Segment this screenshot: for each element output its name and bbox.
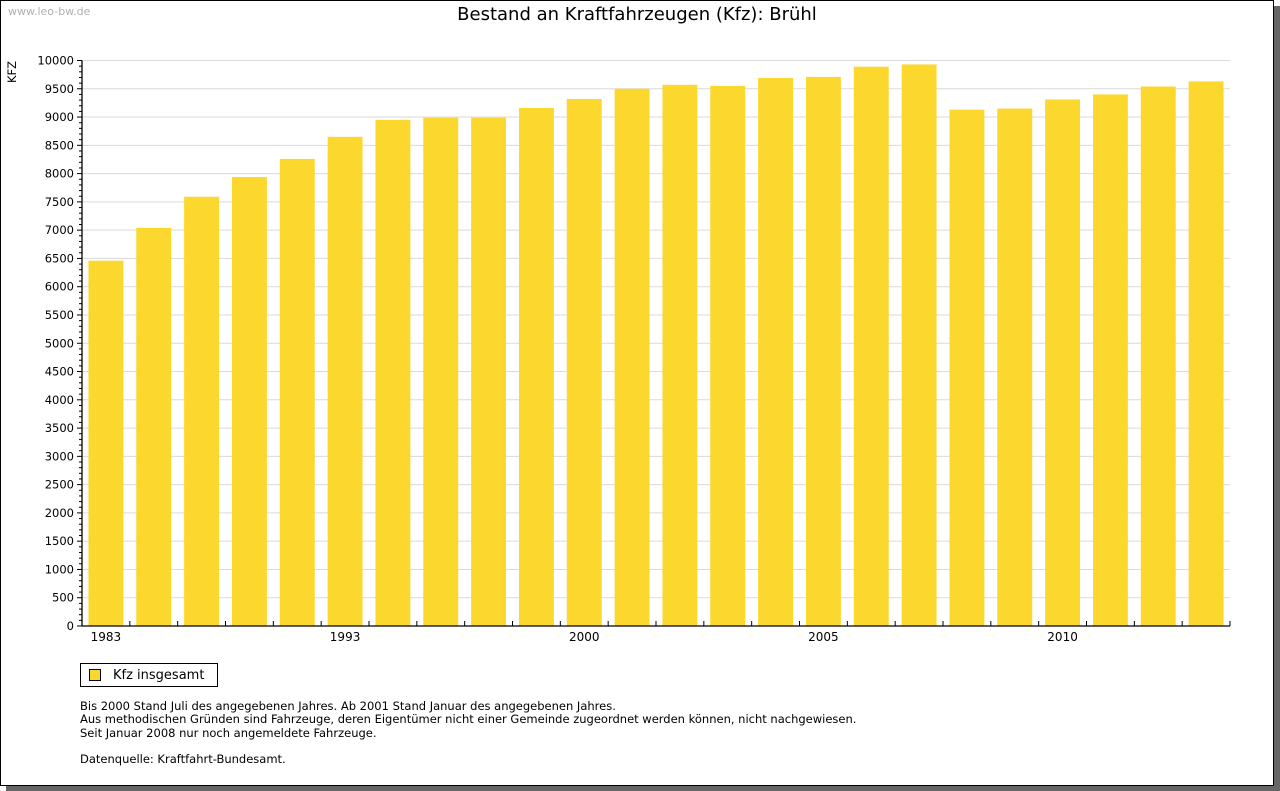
bar	[231, 176, 267, 627]
bar	[614, 88, 650, 626]
y-tick-label: 3500	[45, 421, 74, 435]
bar	[949, 109, 985, 627]
bar	[997, 108, 1033, 626]
y-tick-label: 5000	[45, 336, 74, 350]
bar	[184, 196, 220, 626]
footnote-line: Seit Januar 2008 nur noch angemeldete Fa…	[80, 725, 377, 740]
gridlines	[82, 60, 1230, 599]
y-tick-label: 0	[67, 619, 74, 633]
y-tick-label: 9500	[45, 82, 74, 96]
bar-chart: 0 500 1000 1500 2000 2500 3000 3500 4000 4500 5000…	[5, 54, 1231, 644]
y-tick-label: 500	[52, 591, 74, 605]
bar	[471, 117, 507, 626]
x-tick-label: 2010	[1047, 630, 1078, 644]
legend-swatch-kfz	[89, 669, 101, 681]
y-tick-label: 3000	[45, 449, 74, 463]
y-tick-label: 1500	[45, 534, 74, 548]
y-tick-label: 5500	[45, 308, 74, 322]
bar	[279, 158, 315, 626]
y-tick-label: 2500	[45, 478, 74, 492]
x-tick-label: 1993	[330, 630, 361, 644]
y-axis-label: KFZ	[5, 61, 19, 83]
bar	[662, 84, 698, 626]
data-source: Datenquelle: Kraftfahrt-Bundesamt.	[80, 752, 286, 767]
x-tick-label: 1983	[91, 630, 122, 644]
bar	[853, 66, 889, 626]
y-tick-label: 1000	[45, 562, 74, 576]
footnote-line: Bis 2000 Stand Juli des angegebenen Jahr…	[80, 699, 616, 713]
bar	[423, 117, 459, 626]
chart-title: Bestand an Kraftfahrzeugen (Kfz): Brühl	[457, 4, 817, 25]
footnotes: Bis 2000 Stand Juli des angegebenen Jahr…	[80, 699, 857, 767]
legend-label-kfz: Kfz insgesamt	[113, 667, 205, 683]
bar	[1188, 81, 1224, 626]
bar	[1140, 86, 1176, 626]
y-tick-label: 6000	[45, 280, 74, 294]
y-tick-label: 9000	[45, 110, 74, 124]
bar	[327, 136, 363, 626]
bar	[136, 227, 172, 626]
x-tick-label: 2000	[569, 630, 600, 644]
bar	[1045, 99, 1081, 626]
bar	[566, 98, 602, 627]
y-tick-label: 4000	[45, 393, 74, 407]
y-tick-label: 6500	[45, 251, 74, 265]
bar	[805, 76, 841, 627]
bar	[375, 119, 411, 626]
bars	[88, 64, 1224, 627]
legend: Kfz insgesamt	[80, 663, 218, 687]
y-tick-label: 8500	[45, 138, 74, 152]
y-tick-label: 4500	[45, 365, 74, 379]
axes: 0 500 1000 1500 2000 2500 3000 3500 4000 4500 5000…	[37, 54, 1231, 644]
watermark: www.leo-bw.de	[8, 5, 91, 18]
bar	[758, 78, 794, 626]
y-tick-label: 10000	[37, 54, 74, 68]
y-tick-label: 8000	[45, 167, 74, 181]
bar	[518, 108, 554, 626]
bar	[1092, 94, 1128, 627]
y-tick-label: 7500	[45, 195, 74, 209]
bar	[88, 260, 124, 626]
bar	[710, 85, 746, 626]
footnote-line: Aus methodischen Gründen sind Fahrzeuge,…	[80, 712, 857, 727]
x-tick-label: 2005	[808, 630, 839, 644]
y-tick-label: 7000	[45, 223, 74, 237]
bar	[901, 64, 937, 626]
y-tick-label: 2000	[45, 506, 74, 520]
